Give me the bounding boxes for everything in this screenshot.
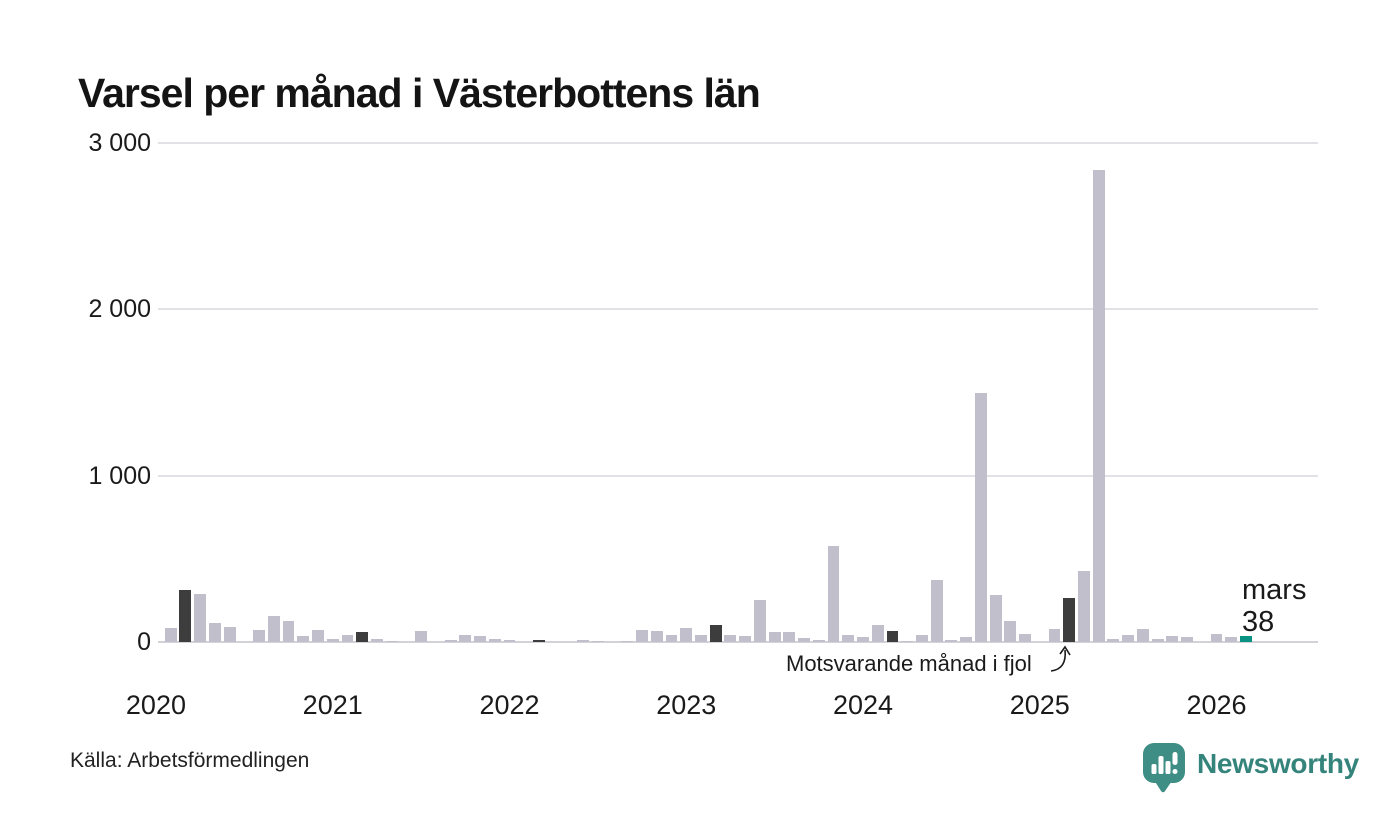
y-axis-tick-label: 3 000 [88,129,151,157]
bar-month-49 [871,625,884,642]
x-axis-year-label: 2025 [1009,690,1070,720]
bar-month-43 [783,632,796,642]
bar-month-14 [356,632,369,642]
bar-month-32 [621,640,634,642]
x-axis-year-label: 2022 [479,690,540,720]
bar-month-15 [370,638,383,642]
bar-month-64 [1092,169,1105,642]
x-axis-year-label: 2021 [302,690,363,720]
bar-month-38 [709,625,722,642]
bar-month-3 [194,593,207,642]
bar-month-50 [886,631,899,642]
bar-month-66 [1122,635,1135,642]
bar-month-48 [857,637,869,642]
bar-month-22 [474,636,486,642]
bar-month-37 [695,635,707,642]
bar-month-8 [267,616,280,642]
bar-month-56 [974,392,987,642]
bar-month-70 [1181,637,1193,642]
bar-month-21 [459,635,472,642]
bar-month-42 [768,632,781,642]
y-axis-tick-label: 1 000 [88,461,151,490]
bar-month-58 [1004,621,1017,642]
bar-month-68 [1151,638,1164,642]
bar-month-10 [297,636,310,642]
bar-month-18 [415,631,428,642]
x-axis-year-label: 2026 [1186,690,1247,720]
newsworthy-wordmark: Newsworthy [1197,748,1359,779]
x-axis-year-label: 2023 [656,690,717,720]
y-axis-tick-label: 2 000 [88,295,151,324]
bar-month-62 [1063,597,1076,642]
bar-month-63 [1078,571,1090,642]
bar-month-24 [503,640,516,642]
bar-month-52 [915,635,928,642]
bar-month-41 [753,599,766,642]
bar-month-13 [341,634,354,642]
bar-month-69 [1166,636,1179,642]
bar-month-36 [680,627,693,642]
bar-month-12 [326,638,339,642]
newsworthy-icon [1143,743,1185,793]
bar-month-7 [253,629,266,642]
bar-month-35 [665,634,678,642]
latest-month-name: mars [1242,574,1307,606]
bar-month-4 [208,622,221,642]
bar-month-30 [591,640,604,642]
bar-month-2 [179,590,192,642]
latest-month-label: mars 38 [1242,574,1306,638]
annotation-last-year: Motsvarande månad i fjol [786,651,1032,677]
gridline-y-1000 [158,474,1318,477]
x-axis-year-label: 2024 [832,690,894,720]
source-note: Källa: Arbetsförmedlingen [70,749,310,772]
bar-month-20 [444,640,457,642]
bar-month-65 [1107,638,1120,642]
bar-month-55 [960,637,973,642]
y-axis-tick-label: 0 [137,628,151,656]
bar-month-5 [223,627,236,642]
bar-month-26 [532,640,545,642]
gridline-y-2000 [158,308,1318,311]
bar-month-67 [1136,628,1149,642]
bar-month-61 [1048,628,1061,642]
bar-month-59 [1019,633,1031,642]
bar-month-74 [1240,635,1252,642]
bar-month-39 [724,635,737,642]
bar-month-33 [636,630,648,642]
bar-month-34 [650,631,663,642]
bar-month-51 [901,640,914,642]
bar-month-44 [798,637,811,642]
gridline-y-0 [158,641,1318,643]
bar-month-57 [989,595,1002,642]
bar-month-47 [842,635,855,642]
bar-month-1 [164,627,177,642]
bar-month-9 [282,621,295,642]
bar-month-73 [1225,637,1238,642]
bar-month-46 [827,545,840,642]
latest-month-value: 38 [1242,606,1275,638]
annotation-arrow-icon [1050,645,1071,672]
gridline-y-3000 [158,142,1318,144]
annotation-text: Motsvarande månad i fjol [786,651,1032,676]
bar-month-72 [1210,633,1223,642]
bar-month-16 [385,640,398,642]
bar-month-29 [577,640,590,642]
newsworthy-logo: Newsworthy [1141,741,1359,793]
chart-title: Varsel per månad i Västerbottens län [78,70,761,116]
bar-month-11 [312,630,324,642]
bar-month-54 [945,639,958,642]
x-axis-year-label: 2020 [125,690,186,720]
bar-month-40 [739,636,752,642]
bar-month-53 [930,580,943,642]
bar-month-45 [812,640,825,642]
bar-month-23 [488,638,501,642]
